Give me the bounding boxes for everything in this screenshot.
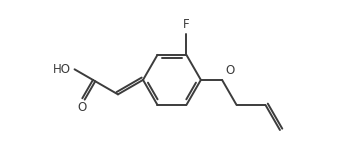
Text: F: F [183, 18, 190, 31]
Text: O: O [225, 64, 234, 77]
Text: HO: HO [53, 63, 71, 76]
Text: O: O [78, 101, 87, 114]
